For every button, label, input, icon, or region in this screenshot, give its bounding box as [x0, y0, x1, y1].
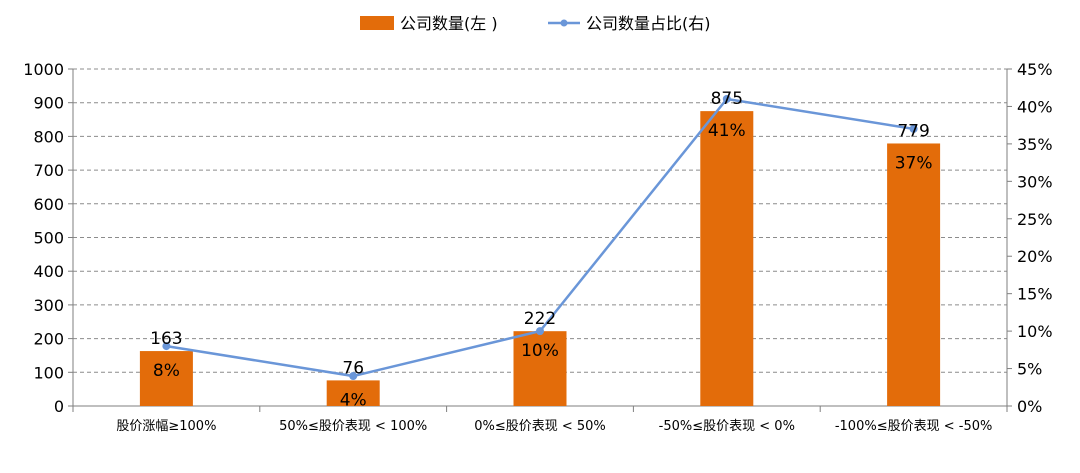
x-category-label: -100%≤股价表现 < -50% — [835, 419, 993, 434]
line-series — [162, 94, 918, 381]
x-category-label: -50%≤股价表现 < 0% — [659, 419, 795, 434]
bar — [326, 380, 380, 406]
line-value-label: 41% — [708, 121, 746, 141]
y-left-tick-label: 200 — [33, 330, 64, 349]
y-right-tick-label: 0% — [1017, 397, 1042, 416]
gridlines — [73, 68, 1007, 373]
y-left-tick-label: 1000 — [23, 60, 64, 79]
legend-line-label: 公司数量占比(右) — [586, 14, 711, 33]
line-value-label: 37% — [895, 153, 933, 173]
x-category-label: 50%≤股价表现 < 100% — [279, 419, 427, 434]
bar-value-label: 163 — [150, 329, 182, 349]
y-left-tick-label: 900 — [33, 94, 64, 113]
bar — [887, 143, 941, 407]
bar-series — [139, 111, 941, 407]
y-right-tick-label: 35% — [1017, 135, 1053, 154]
x-category-label: 股价涨幅≥100% — [116, 419, 216, 434]
y-right-tick-label: 10% — [1017, 322, 1053, 341]
legend-line-marker — [560, 19, 568, 27]
bar — [513, 331, 567, 406]
y-left-tick-label: 800 — [33, 127, 64, 146]
y-right-tick-label: 5% — [1017, 360, 1042, 379]
line-value-label: 4% — [340, 390, 367, 410]
legend: 公司数量(左 ) 公司数量占比(右) — [360, 14, 711, 33]
y-left-tick-label: 700 — [33, 161, 64, 180]
data-labels: 163 8% 76 4% 222 10% 875 41% 779 37% — [150, 89, 932, 410]
line-point — [349, 372, 358, 381]
y-right-tick-label: 45% — [1017, 60, 1053, 79]
y-left-tick-label: 100 — [33, 363, 64, 382]
bar — [700, 111, 754, 406]
y-left-tick-label: 300 — [33, 296, 64, 315]
line-point — [162, 342, 171, 351]
y-left-tick-label: 400 — [33, 262, 64, 281]
bar-value-label: 222 — [524, 309, 556, 329]
line-point — [909, 124, 918, 133]
y-left-tick-label: 0 — [54, 397, 64, 416]
bar — [139, 351, 193, 406]
legend-bar-swatch — [360, 16, 394, 30]
y-left-tick-label: 500 — [33, 229, 64, 248]
line-point — [536, 327, 544, 336]
bar-value-label: 779 — [897, 121, 929, 141]
bar-value-label: 76 — [342, 358, 364, 378]
line-value-label: 10% — [521, 341, 559, 361]
y-left-tick-label: 600 — [33, 195, 64, 214]
y-right-tick-label: 15% — [1017, 285, 1053, 304]
y-right-tick-label: 30% — [1017, 172, 1053, 191]
y-right-tick-label: 40% — [1017, 97, 1053, 116]
bar-value-label: 875 — [711, 89, 743, 109]
y-right-tick-label: 20% — [1017, 247, 1053, 266]
line-point — [722, 94, 731, 103]
axes: 010020030040050060070080090010000%5%10%1… — [23, 60, 1052, 434]
line-value-label: 8% — [153, 361, 180, 381]
y-right-tick-label: 25% — [1017, 210, 1053, 229]
legend-bar-label: 公司数量(左 ) — [400, 14, 498, 33]
x-category-label: 0%≤股价表现 < 50% — [474, 419, 606, 434]
